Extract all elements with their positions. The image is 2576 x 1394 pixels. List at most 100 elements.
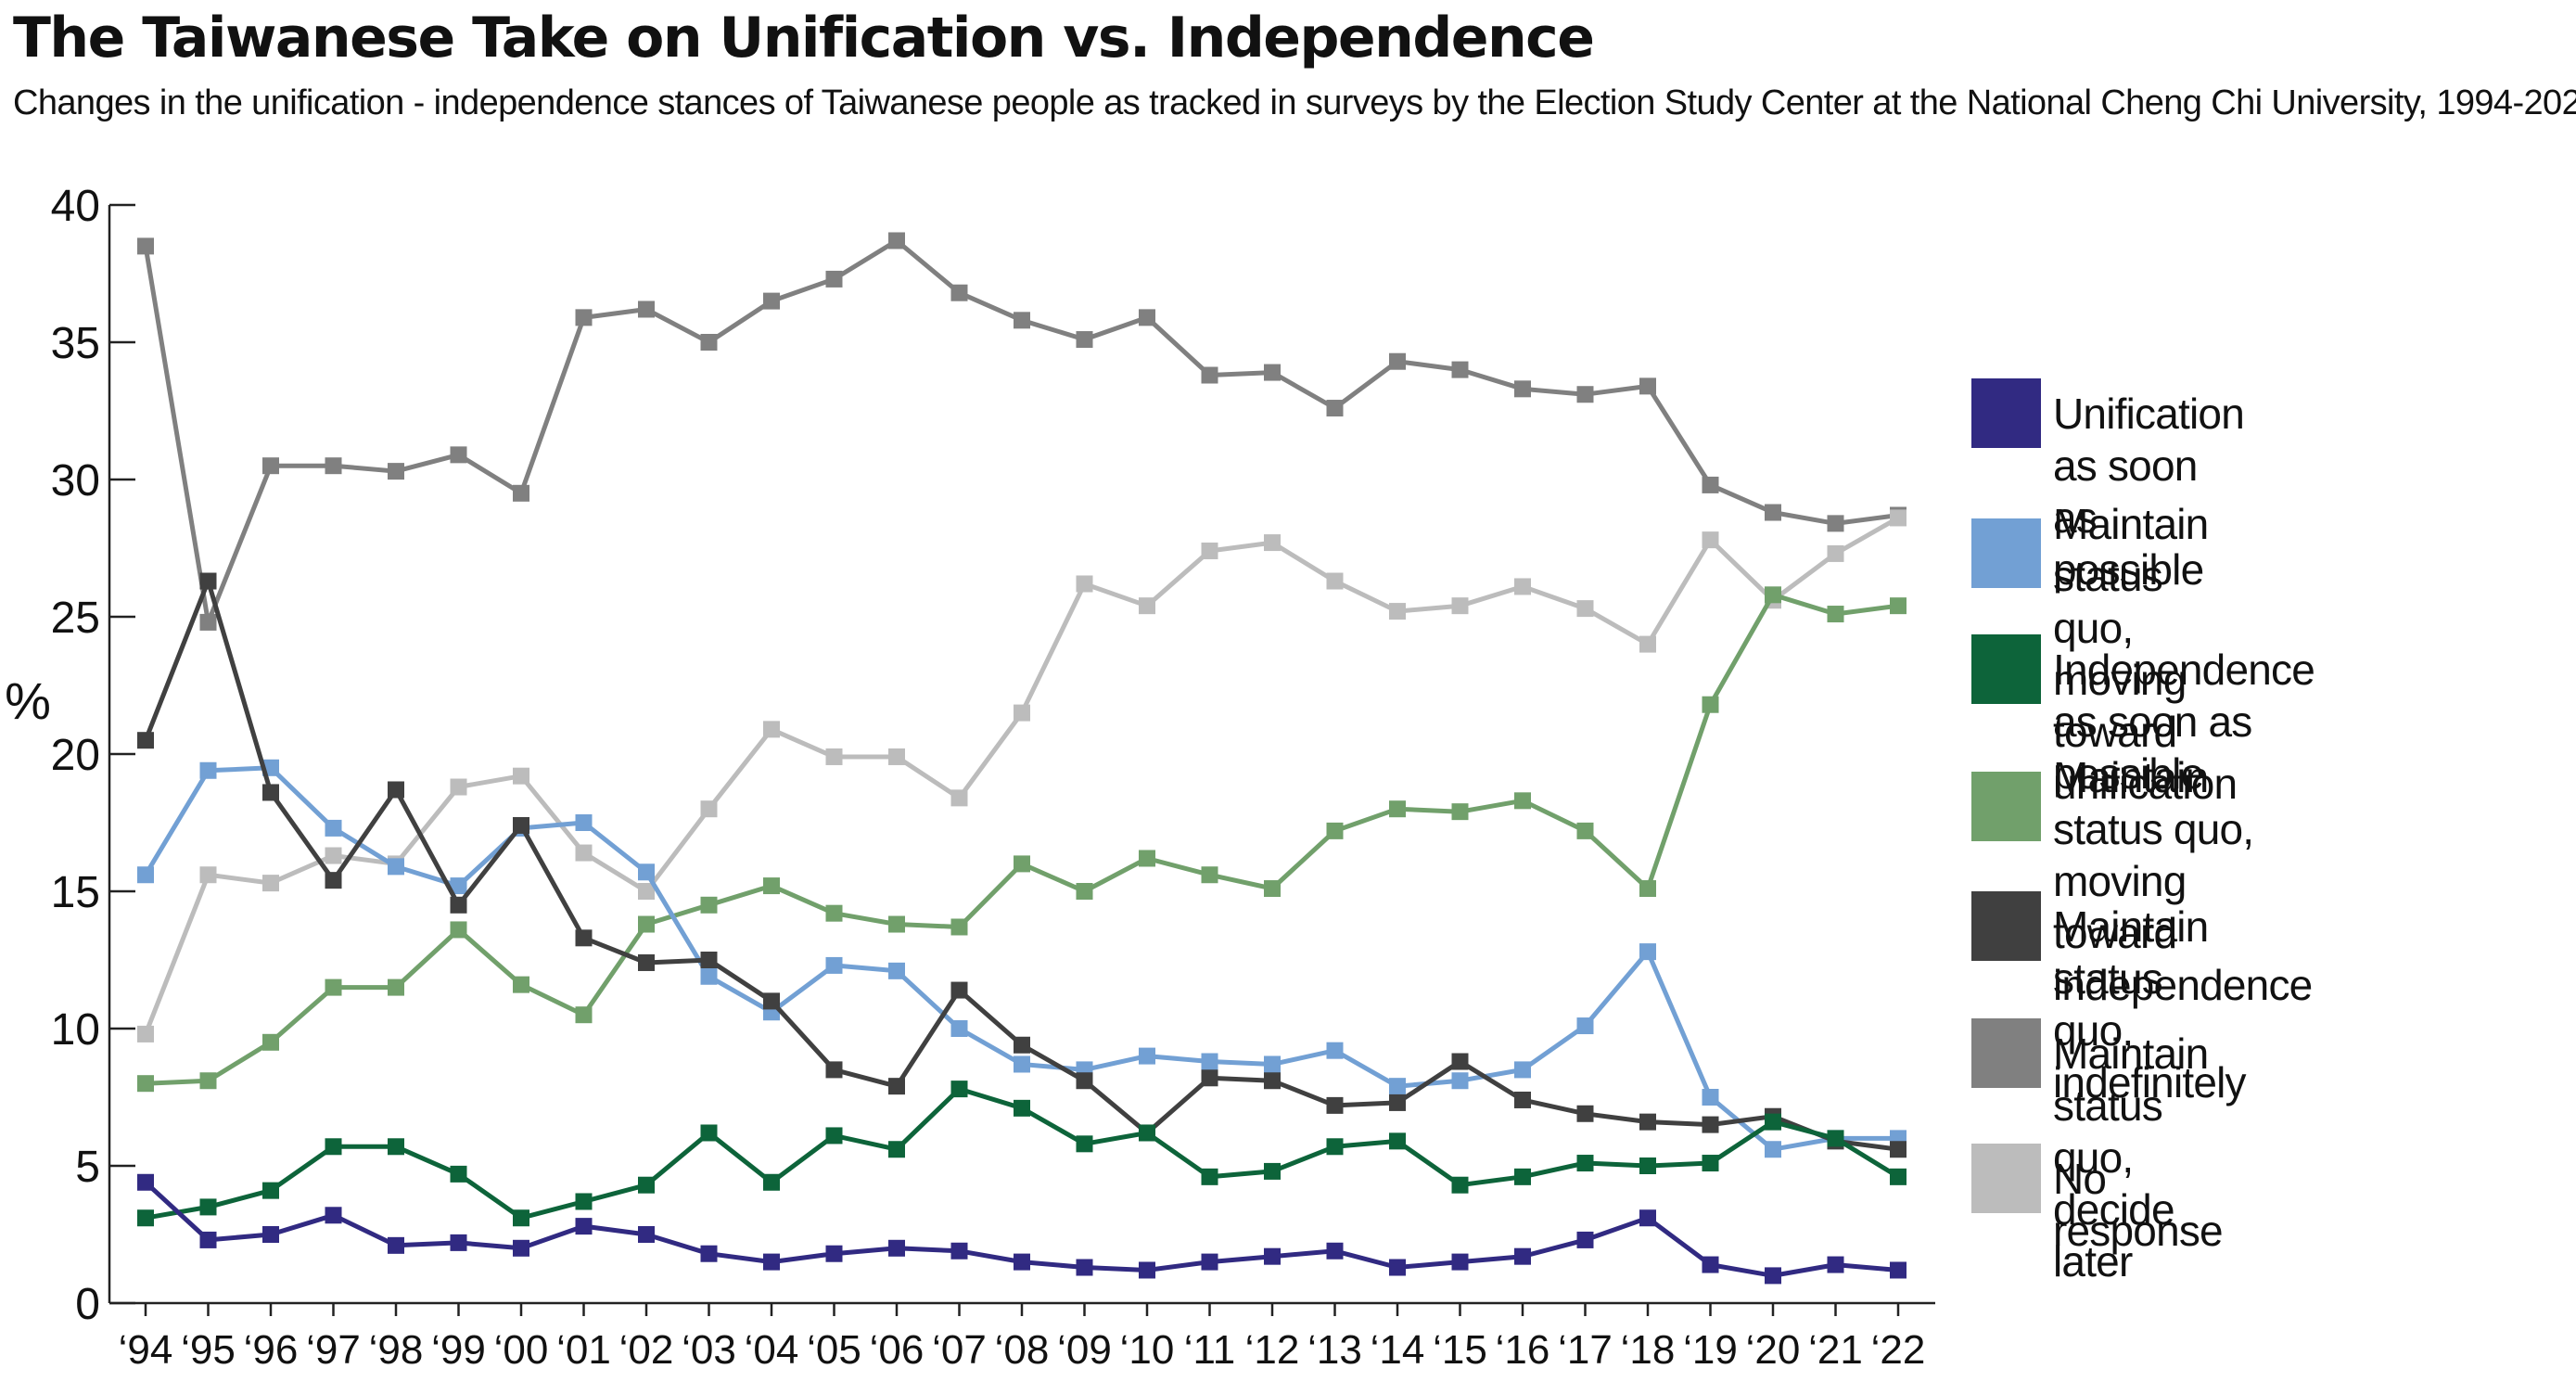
x-tick-label: ‘02 [619, 1327, 674, 1373]
data-point [1576, 1017, 1594, 1035]
data-point [137, 1025, 154, 1042]
x-tick-label: ‘11 [1184, 1327, 1235, 1373]
legend-swatch [1971, 772, 2041, 841]
x-tick-label: ‘12 [1245, 1327, 1300, 1373]
data-point [262, 875, 279, 892]
data-point [950, 284, 968, 301]
data-point [450, 1165, 467, 1183]
data-point [888, 962, 905, 979]
data-point [1264, 1072, 1281, 1090]
data-point [1514, 380, 1531, 398]
data-point [1389, 1132, 1406, 1150]
data-point [1514, 578, 1531, 595]
data-point [700, 800, 718, 818]
data-point [575, 929, 593, 947]
x-tick-label: ‘20 [1746, 1327, 1801, 1373]
data-point [1576, 386, 1594, 403]
data-point [450, 1234, 467, 1251]
data-point [1389, 352, 1406, 370]
data-point [1827, 606, 1844, 623]
x-tick-label: ‘00 [494, 1327, 549, 1373]
data-point [1326, 572, 1344, 590]
data-point [325, 978, 342, 996]
data-point [575, 844, 593, 862]
data-point [450, 896, 467, 914]
data-point [638, 863, 655, 881]
data-point [1765, 1267, 1781, 1285]
data-point [888, 915, 905, 933]
data-point [199, 1231, 217, 1248]
data-point [325, 457, 342, 475]
data-point [638, 1176, 655, 1194]
data-point [325, 1138, 342, 1156]
data-point [1514, 1247, 1531, 1265]
data-point [388, 1236, 404, 1254]
data-point [1702, 531, 1719, 549]
data-point [1326, 1042, 1344, 1059]
data-point [1702, 476, 1719, 493]
data-point [1389, 1093, 1406, 1111]
x-tick-label: ‘19 [1683, 1327, 1738, 1373]
data-point [1014, 704, 1030, 722]
data-point [1076, 1259, 1093, 1276]
data-point [1514, 1061, 1531, 1079]
data-point [888, 1078, 905, 1095]
data-point [1702, 1155, 1719, 1172]
legend-label: Unification as soon as possible [2053, 390, 2245, 594]
data-point [825, 1245, 843, 1262]
data-point [325, 872, 342, 889]
legend-swatch [1971, 634, 2041, 704]
data-point [700, 1124, 718, 1142]
data-point [763, 1253, 780, 1271]
data-point [1264, 880, 1281, 898]
data-point [199, 613, 217, 631]
data-point [763, 721, 780, 738]
data-point [1326, 1096, 1344, 1114]
data-point [1890, 597, 1906, 615]
data-point [888, 748, 905, 765]
data-point [1765, 586, 1781, 604]
legend-swatch [1971, 1018, 2041, 1088]
data-point [1326, 1138, 1344, 1156]
data-point [1827, 544, 1844, 562]
data-point [137, 1209, 154, 1227]
y-tick-label: 30 [51, 456, 100, 505]
data-point [950, 981, 968, 999]
x-tick-label: ‘10 [1120, 1327, 1175, 1373]
data-point [1576, 600, 1594, 618]
data-point [513, 484, 529, 502]
data-point [950, 1081, 968, 1098]
data-point [137, 237, 154, 255]
x-tick-label: ‘14 [1371, 1327, 1425, 1373]
data-point [137, 732, 154, 749]
data-point [638, 301, 655, 318]
data-point [262, 1182, 279, 1199]
data-point [199, 572, 217, 590]
legend-label: Maintain status quo, decide later [2053, 1030, 2209, 1285]
data-point [1139, 1261, 1155, 1279]
legend-label: Maintain status quo, indefinitely [2053, 902, 2247, 1106]
data-point [1514, 1091, 1531, 1108]
x-tick-label: ‘09 [1057, 1327, 1112, 1373]
data-point [1014, 855, 1030, 873]
data-point [888, 1141, 905, 1158]
data-point [1201, 366, 1218, 384]
y-tick-label: 40 [51, 182, 100, 231]
y-tick-label: 10 [51, 1005, 100, 1055]
data-point [1639, 377, 1656, 395]
data-point [388, 781, 404, 799]
data-point [137, 1173, 154, 1191]
data-point [1201, 1053, 1218, 1070]
data-point [575, 814, 593, 831]
data-point [137, 1075, 154, 1093]
data-point [1827, 1130, 1844, 1147]
data-point [1389, 1259, 1406, 1276]
data-point [1076, 331, 1093, 349]
data-point [1576, 1155, 1594, 1172]
data-point [1765, 1141, 1781, 1158]
data-point [1702, 1116, 1719, 1133]
x-tick-label: ‘04 [745, 1327, 799, 1373]
x-tick-label: ‘94 [119, 1327, 173, 1373]
data-point [1702, 1256, 1719, 1273]
x-tick-label: ‘22 [1871, 1327, 1926, 1373]
